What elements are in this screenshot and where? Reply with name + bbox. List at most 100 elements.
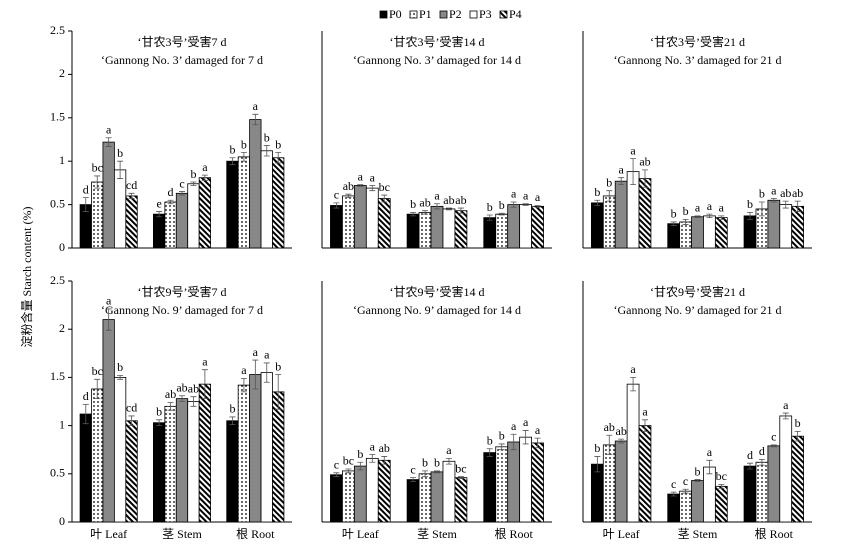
significance-letter: d	[759, 444, 765, 458]
bar	[418, 212, 432, 249]
error-bar	[718, 484, 725, 489]
bar	[164, 201, 177, 249]
error-bar	[486, 214, 493, 221]
bar	[442, 460, 456, 523]
panel-subtitle: ‘Gannong No. 3’ damaged for 21 d	[613, 53, 781, 67]
significance-letter: a	[202, 354, 208, 368]
y-axis-label: 淀粉含量 Starch content (%)	[19, 207, 34, 348]
error-bar	[682, 218, 689, 225]
significance-letter: a	[535, 423, 541, 437]
legend-label: P1	[419, 7, 432, 21]
bar	[614, 180, 628, 249]
panel-title: ‘甘农9号’受害14 d	[390, 284, 485, 299]
significance-letter: a	[511, 187, 517, 201]
significance-letter: a	[106, 123, 112, 137]
significance-letter: ab	[188, 381, 199, 395]
significance-letter: ab	[639, 155, 650, 169]
bar	[483, 452, 497, 523]
bar	[164, 405, 177, 523]
error-bar	[606, 190, 613, 202]
significance-letter: c	[771, 430, 776, 444]
bar	[125, 420, 138, 523]
error-bar	[630, 158, 637, 186]
error-bar	[82, 403, 89, 425]
bar	[377, 198, 391, 249]
bar	[406, 479, 420, 523]
significance-letter: a	[358, 169, 364, 183]
significance-letter: a	[253, 99, 259, 113]
significance-letter: a	[106, 294, 112, 308]
error-bar	[794, 200, 801, 212]
significance-letter: a	[370, 439, 376, 453]
error-bar	[179, 395, 185, 402]
panel-subtitle: ‘Gannong No. 9’ damaged for 7 d	[101, 303, 263, 317]
bar	[779, 415, 793, 523]
significance-letter: a	[695, 201, 701, 215]
significance-letter: ab	[780, 186, 791, 200]
error-bar	[694, 215, 701, 219]
bar	[691, 216, 704, 249]
error-bar	[240, 152, 247, 162]
significance-letter: b	[190, 167, 196, 181]
error-bar	[410, 477, 417, 482]
bar	[260, 150, 273, 249]
bar	[791, 435, 805, 523]
bar	[125, 195, 138, 249]
bar	[113, 169, 127, 249]
error-bar	[190, 181, 197, 186]
error-bar	[190, 396, 197, 407]
bar	[226, 420, 239, 523]
error-bar	[156, 419, 163, 426]
x-tick-label: 茎 Stem	[417, 527, 457, 541]
significance-letter: b	[410, 197, 416, 211]
significance-letter: b	[594, 185, 600, 199]
bar	[365, 187, 379, 249]
bar	[531, 442, 544, 523]
bar	[102, 141, 115, 249]
error-bar	[240, 377, 247, 393]
significance-letter: a	[535, 190, 541, 204]
bar	[703, 466, 716, 523]
x-tick-label: 叶 Leaf	[90, 527, 127, 541]
significance-letter: a	[707, 199, 713, 213]
error-bar	[758, 201, 765, 217]
bar	[272, 391, 285, 523]
legend-label: P3	[479, 7, 492, 21]
significance-letter: a	[630, 143, 636, 157]
significance-letter: b	[487, 433, 493, 447]
error-bar	[510, 433, 517, 451]
panel-title: ‘甘农3号’受害7 d	[138, 34, 227, 49]
error-bar	[229, 416, 236, 426]
significance-letter: b	[606, 175, 612, 189]
y-tick-label: 1.5	[50, 110, 65, 124]
significance-letter: a	[707, 445, 713, 459]
panel-title: ‘甘农9号’受害21 d	[650, 284, 745, 299]
significance-letter: a	[783, 398, 789, 412]
legend-swatch	[379, 10, 388, 19]
bar	[198, 383, 212, 523]
error-bar	[422, 210, 429, 215]
error-bar	[486, 448, 493, 457]
significance-letter: b	[422, 456, 428, 470]
bar	[602, 444, 616, 523]
y-tick-label: 0.5	[50, 196, 65, 210]
significance-letter: b	[695, 464, 701, 478]
error-bar	[641, 419, 648, 432]
error-bar	[252, 359, 259, 390]
bar	[679, 490, 692, 523]
significance-letter: a	[202, 160, 208, 174]
bar	[175, 192, 189, 249]
error-bar	[369, 185, 376, 192]
bar	[691, 480, 704, 523]
significance-letter: ab	[176, 380, 187, 394]
significance-letter: bc	[92, 161, 103, 175]
panel-subtitle: ‘Gannong No. 3’ damaged for 7 d	[101, 53, 263, 67]
bar	[590, 202, 604, 249]
bar	[679, 221, 692, 249]
significance-letter: c	[334, 188, 339, 202]
significance-letter: c	[334, 458, 339, 472]
error-bar	[156, 211, 163, 218]
x-tick-label: 叶 Leaf	[603, 527, 640, 541]
bar	[638, 178, 652, 249]
significance-letter: b	[487, 200, 493, 214]
